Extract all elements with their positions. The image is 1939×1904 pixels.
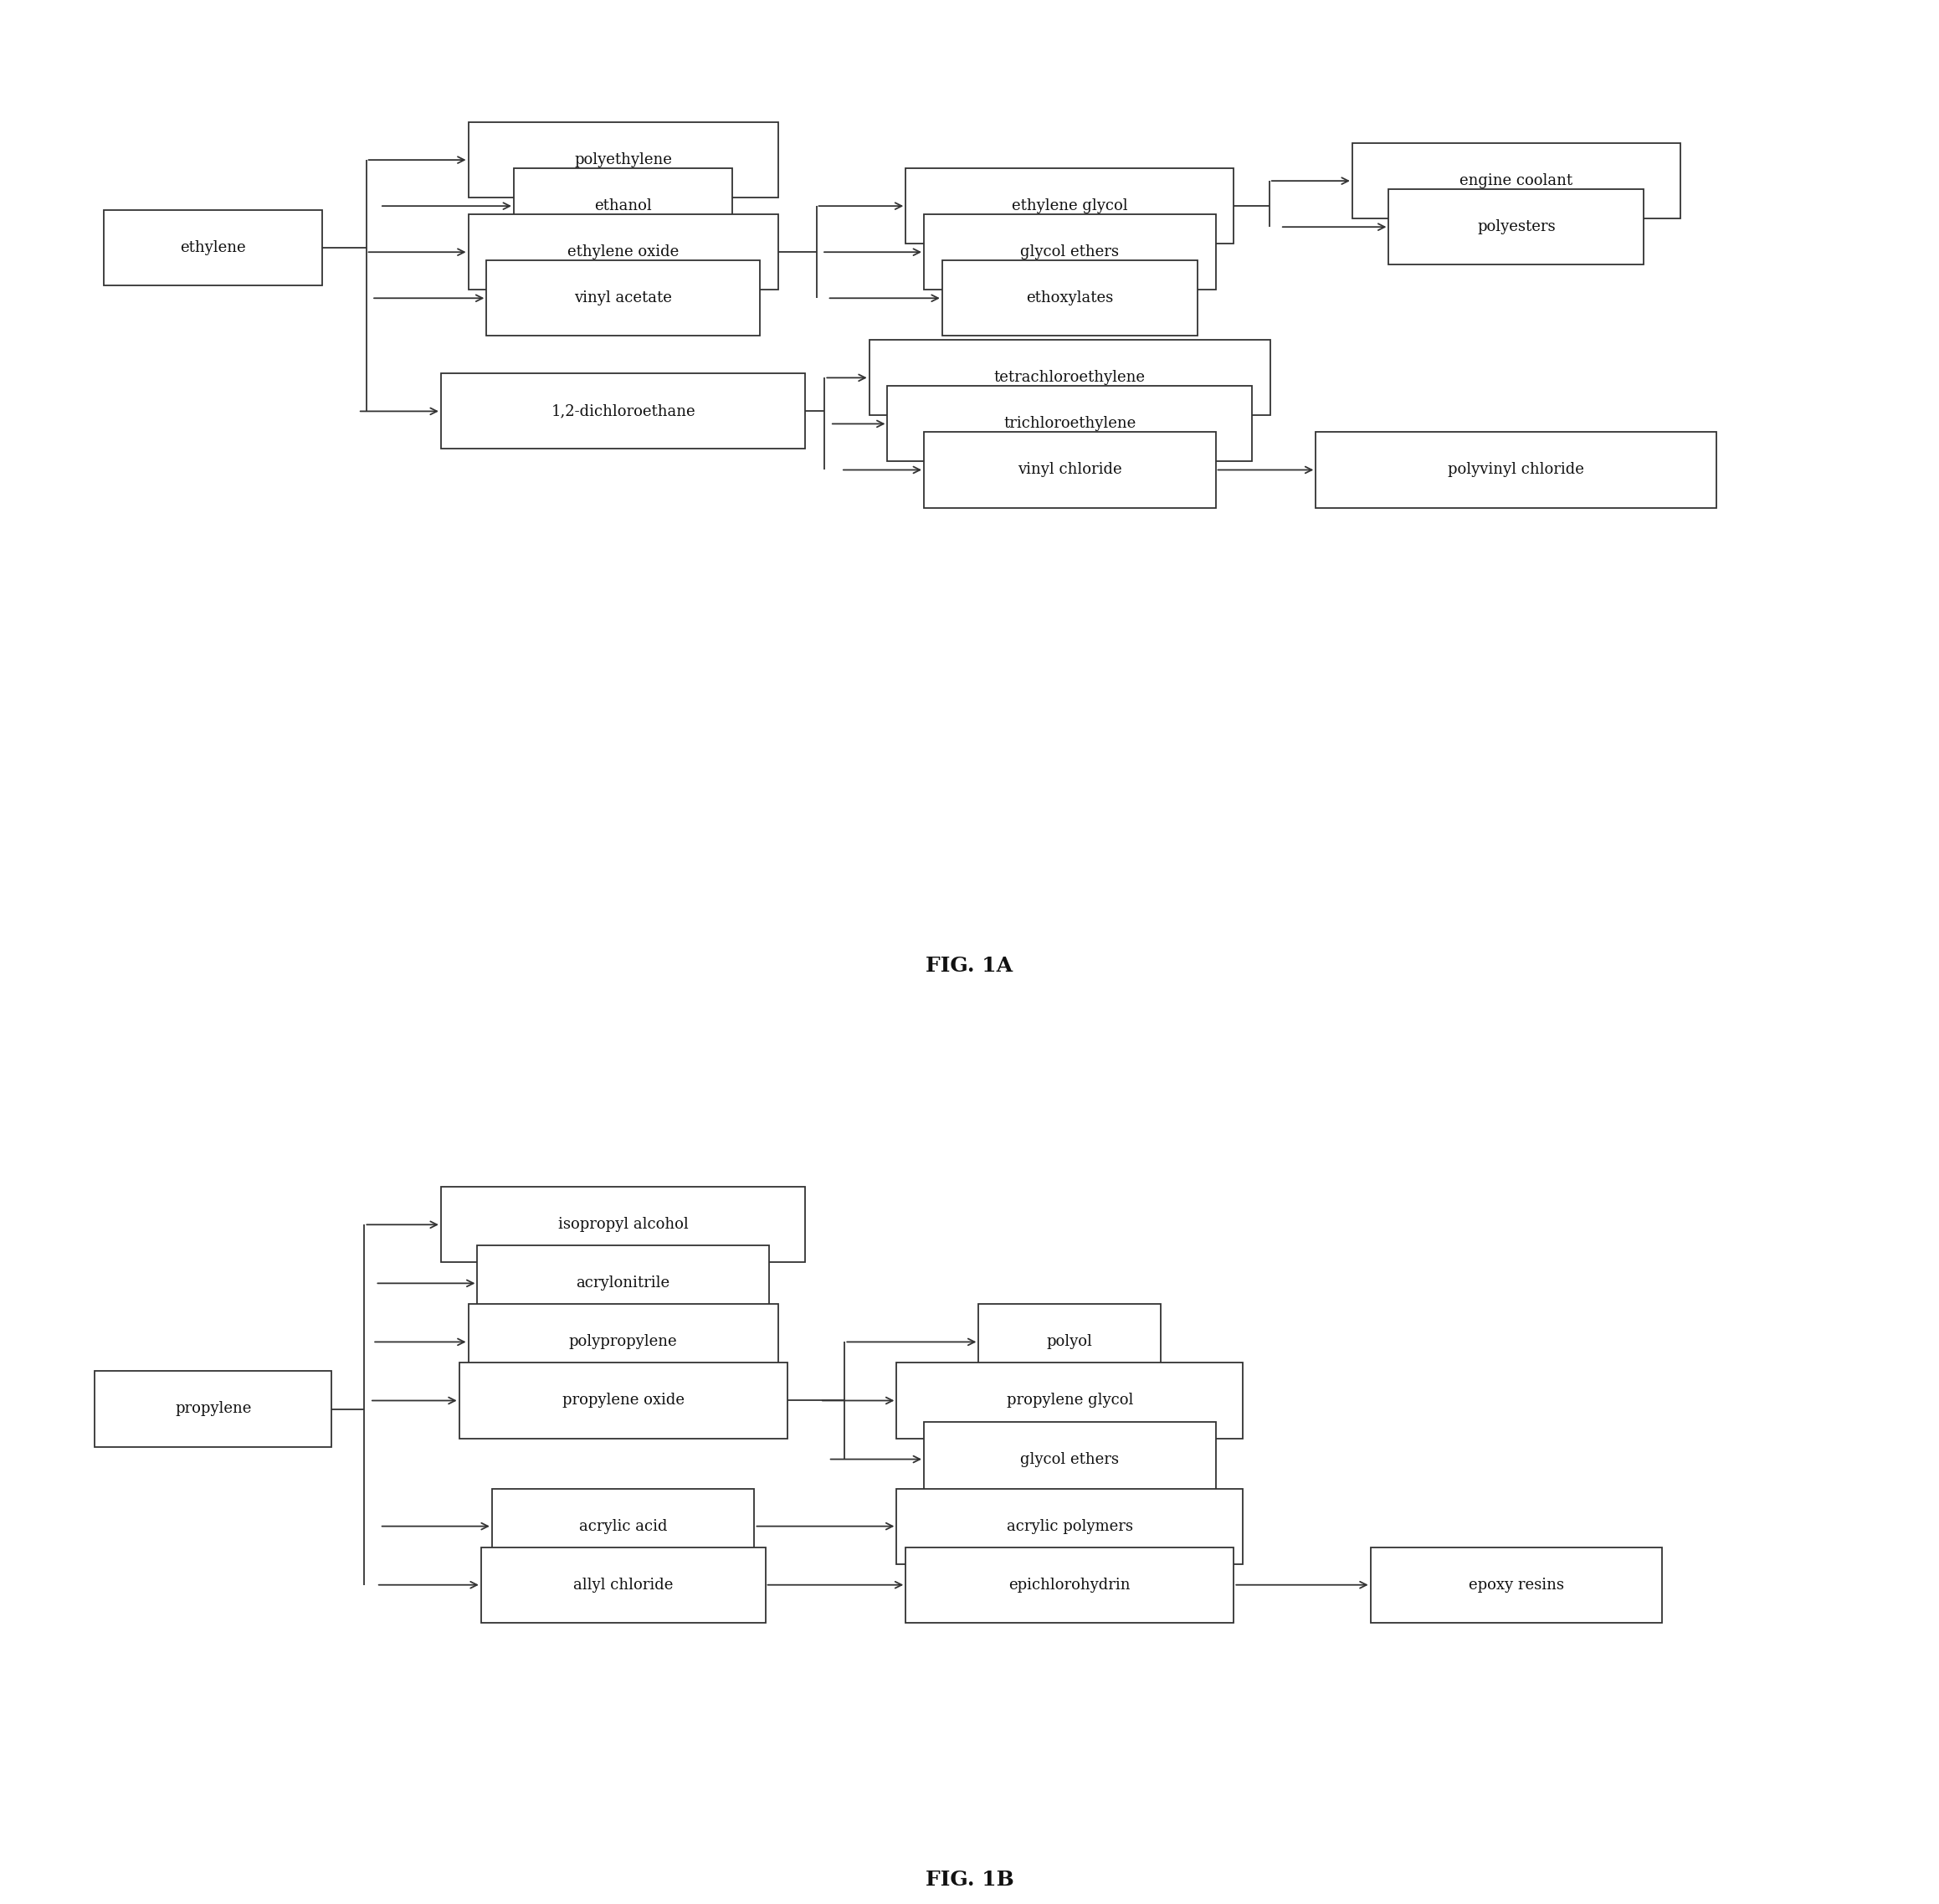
Text: polyethylene: polyethylene: [574, 152, 673, 168]
Bar: [896, 1489, 1243, 1563]
Text: vinyl chloride: vinyl chloride: [1018, 463, 1123, 478]
Text: propylene oxide: propylene oxide: [562, 1394, 684, 1409]
Bar: [1317, 432, 1716, 508]
Text: 1,2-dichloroethane: 1,2-dichloroethane: [551, 404, 696, 419]
Text: epoxy resins: epoxy resins: [1468, 1577, 1565, 1592]
Text: propylene glycol: propylene glycol: [1006, 1394, 1132, 1409]
Text: ethoxylates: ethoxylates: [1026, 291, 1113, 307]
Text: acrylic acid: acrylic acid: [580, 1519, 667, 1535]
Text: vinyl acetate: vinyl acetate: [574, 291, 673, 307]
Text: acrylonitrile: acrylonitrile: [576, 1276, 671, 1291]
Text: engine coolant: engine coolant: [1460, 173, 1573, 188]
Bar: [869, 341, 1270, 415]
Bar: [896, 1363, 1243, 1438]
Bar: [979, 1304, 1161, 1380]
Bar: [1388, 188, 1644, 265]
Bar: [487, 261, 760, 335]
Bar: [467, 215, 778, 289]
Bar: [923, 215, 1216, 289]
Bar: [105, 209, 322, 286]
Text: FIG. 1B: FIG. 1B: [925, 1870, 1014, 1891]
Bar: [923, 1422, 1216, 1497]
Text: ethylene: ethylene: [180, 240, 246, 255]
Bar: [477, 1245, 770, 1321]
Text: epichlorohydrin: epichlorohydrin: [1008, 1577, 1130, 1592]
Bar: [923, 432, 1216, 508]
Text: FIG. 1A: FIG. 1A: [927, 956, 1012, 977]
Bar: [493, 1489, 754, 1563]
Text: trichloroethylene: trichloroethylene: [1004, 417, 1136, 432]
Text: ethylene oxide: ethylene oxide: [568, 244, 679, 259]
Bar: [514, 168, 733, 244]
Text: polyol: polyol: [1047, 1335, 1094, 1350]
Bar: [888, 387, 1253, 461]
Bar: [467, 122, 778, 198]
Text: polypropylene: polypropylene: [568, 1335, 677, 1350]
Bar: [440, 373, 805, 449]
Text: tetrachloroethylene: tetrachloroethylene: [995, 369, 1146, 385]
Bar: [942, 261, 1196, 335]
Text: isopropyl alcohol: isopropyl alcohol: [558, 1217, 688, 1232]
Text: allyl chloride: allyl chloride: [574, 1577, 673, 1592]
Text: ethanol: ethanol: [595, 198, 652, 213]
Bar: [906, 168, 1233, 244]
Bar: [1371, 1548, 1662, 1622]
Text: polyvinyl chloride: polyvinyl chloride: [1448, 463, 1584, 478]
Text: ethylene glycol: ethylene glycol: [1012, 198, 1128, 213]
Bar: [1351, 143, 1681, 219]
Bar: [440, 1186, 805, 1262]
Bar: [906, 1548, 1233, 1622]
Bar: [481, 1548, 766, 1622]
Text: glycol ethers: glycol ethers: [1020, 244, 1119, 259]
Bar: [95, 1371, 332, 1447]
Text: propylene: propylene: [175, 1401, 252, 1417]
Text: acrylic polymers: acrylic polymers: [1006, 1519, 1132, 1535]
Text: glycol ethers: glycol ethers: [1020, 1451, 1119, 1466]
Bar: [460, 1363, 787, 1438]
Bar: [467, 1304, 778, 1380]
Text: polyesters: polyesters: [1478, 219, 1555, 234]
